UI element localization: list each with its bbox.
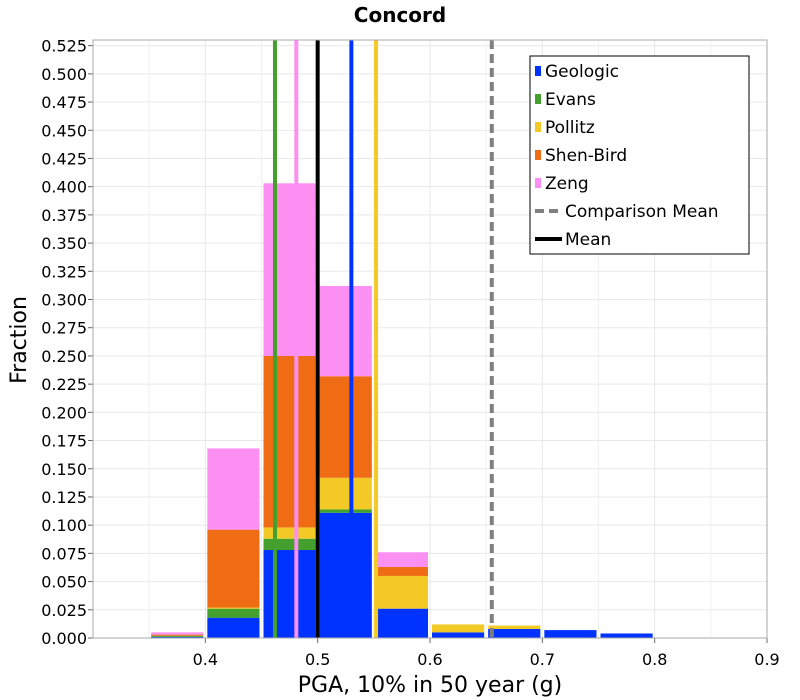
legend-swatch bbox=[535, 94, 541, 104]
legend-label: Shen-Bird bbox=[545, 146, 627, 166]
y-tick-label: 0.150 bbox=[41, 460, 87, 479]
bar-segment-geologic bbox=[488, 628, 541, 638]
y-tick-label: 0.325 bbox=[41, 262, 87, 281]
y-tick-label: 0.400 bbox=[41, 178, 87, 197]
y-tick-label: 0.450 bbox=[41, 121, 87, 140]
y-tick-label: 0.025 bbox=[41, 601, 87, 620]
bar-segment-shen-bird bbox=[151, 634, 204, 636]
y-tick-label: 0.100 bbox=[41, 516, 87, 535]
y-tick-label: 0.425 bbox=[41, 149, 87, 168]
legend-label: Pollitz bbox=[545, 118, 595, 138]
bar-segment-zeng bbox=[207, 448, 260, 530]
bar-segment-evans bbox=[207, 608, 260, 618]
bar-segment-pollitz bbox=[207, 607, 260, 609]
legend-label: Mean bbox=[565, 230, 611, 250]
bar-segment-geologic bbox=[432, 632, 485, 638]
bar-segment-evans bbox=[151, 635, 204, 637]
x-tick-label: 0.7 bbox=[530, 650, 555, 669]
x-tick-label: 0.8 bbox=[642, 650, 667, 669]
y-tick-label: 0.125 bbox=[41, 488, 87, 507]
y-tick-label: 0.225 bbox=[41, 375, 87, 394]
legend-label: Geologic bbox=[545, 62, 619, 82]
legend: Geologic Evans Pollitz Shen-Bird Zeng Compari… bbox=[529, 55, 750, 255]
axis-ticks: 0.000 0.025 0.050 0.075 0.100 0.125 0.150 0.175… bbox=[41, 37, 780, 669]
bar-segment-zeng bbox=[375, 552, 428, 567]
grid-lines bbox=[93, 40, 768, 639]
bar-segment-shen-bird bbox=[207, 529, 260, 608]
bar-segment-zeng bbox=[263, 183, 316, 356]
y-tick-label: 0.525 bbox=[41, 37, 87, 56]
bar-segment-pollitz bbox=[432, 624, 485, 633]
bar-segment-pollitz bbox=[263, 527, 316, 539]
y-tick-label: 0.350 bbox=[41, 234, 87, 253]
y-tick-label: 0.275 bbox=[41, 319, 87, 338]
bar-segment-geologic bbox=[151, 636, 204, 638]
y-tick-label: 0.075 bbox=[41, 544, 87, 563]
bar-segment-geologic bbox=[544, 630, 597, 638]
bar-segment-pollitz bbox=[319, 477, 372, 510]
bar-segment-geologic bbox=[600, 633, 653, 638]
x-tick-label: 0.4 bbox=[193, 650, 218, 669]
mean-lines bbox=[272, 40, 494, 638]
legend-swatch bbox=[535, 150, 541, 160]
bar-segment-pollitz bbox=[488, 625, 541, 629]
legend-label: Evans bbox=[545, 90, 596, 110]
y-tick-label: 0.200 bbox=[41, 403, 87, 422]
bar-segment-shen-bird bbox=[263, 355, 316, 528]
legend-label: Comparison Mean bbox=[565, 202, 719, 222]
y-tick-label: 0.000 bbox=[41, 629, 87, 648]
y-tick-label: 0.375 bbox=[41, 206, 87, 225]
legend-swatch bbox=[535, 122, 541, 132]
y-tick-label: 0.500 bbox=[41, 65, 87, 84]
y-tick-label: 0.475 bbox=[41, 93, 87, 112]
bar-segment-zeng bbox=[151, 632, 204, 635]
x-tick-label: 0.5 bbox=[305, 650, 330, 669]
x-axis-title: PGA, 10% in 50 year (g) bbox=[298, 673, 562, 698]
bar-segment-pollitz bbox=[375, 575, 428, 609]
y-tick-label: 0.175 bbox=[41, 432, 87, 451]
bar-segment-shen-bird bbox=[375, 566, 428, 576]
legend-box bbox=[529, 55, 750, 255]
legend-swatch bbox=[535, 66, 541, 76]
bar-segment-geologic bbox=[263, 549, 316, 638]
chart-title: Concord bbox=[354, 3, 446, 27]
y-tick-label: 0.050 bbox=[41, 573, 87, 592]
y-tick-label: 0.300 bbox=[41, 291, 87, 310]
legend-label: Zeng bbox=[545, 174, 589, 194]
bar-segment-shen-bird bbox=[319, 376, 372, 478]
legend-swatch bbox=[535, 178, 541, 188]
bar-segment-evans bbox=[319, 509, 372, 513]
bar-segment-zeng bbox=[319, 285, 372, 377]
bar-segment-geologic bbox=[207, 617, 260, 638]
y-tick-label: 0.250 bbox=[41, 347, 87, 366]
y-axis-title: Fraction bbox=[7, 296, 32, 384]
x-tick-label: 0.9 bbox=[754, 650, 779, 669]
bar-segment-geologic bbox=[375, 608, 428, 638]
bar-segment-evans bbox=[263, 538, 316, 550]
bar-segment-geologic bbox=[319, 512, 372, 638]
bar-stacks bbox=[151, 183, 653, 638]
plot-frame bbox=[92, 39, 768, 639]
x-tick-label: 0.6 bbox=[417, 650, 442, 669]
